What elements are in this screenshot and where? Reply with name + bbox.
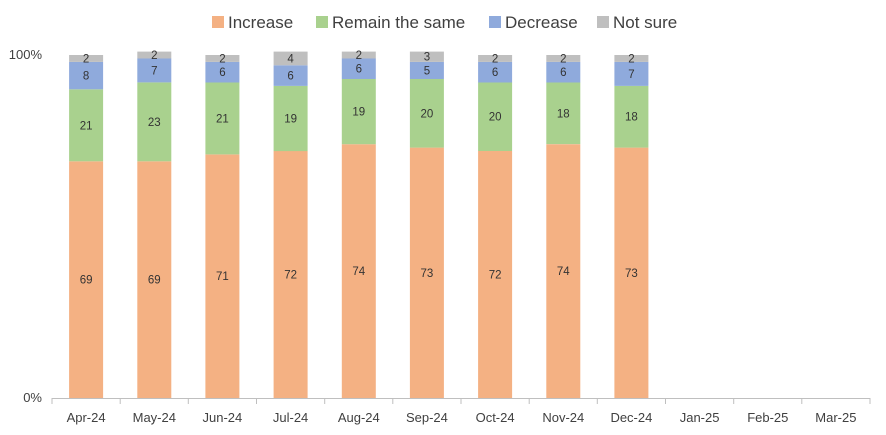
bar-segment-1-4 bbox=[341, 79, 376, 145]
bar-segment-0-1 bbox=[137, 161, 172, 398]
bar-segment-3-7 bbox=[546, 55, 581, 62]
x-tick-label-4: Aug-24 bbox=[338, 410, 380, 425]
data-label-3-6: 2 bbox=[492, 53, 498, 65]
bar-segment-2-7 bbox=[546, 61, 581, 83]
bar-segment-0-7 bbox=[546, 144, 581, 398]
bar-segment-1-8 bbox=[614, 85, 649, 148]
bars: 6921826923727121627219647419627320537220… bbox=[69, 50, 649, 398]
bar-segment-1-1 bbox=[137, 82, 172, 162]
data-label-3-2: 2 bbox=[219, 53, 225, 65]
bar-segment-2-1 bbox=[137, 58, 172, 83]
bar-segment-2-5 bbox=[409, 61, 444, 79]
bar-segment-0-5 bbox=[409, 147, 444, 398]
data-label-1-8: 18 bbox=[625, 112, 638, 124]
bar-segment-3-8 bbox=[614, 55, 649, 62]
bar-segment-3-6 bbox=[478, 55, 513, 62]
data-label-0-7: 74 bbox=[557, 266, 570, 278]
legend-swatch-3 bbox=[597, 16, 609, 28]
x-tick-label-2: Jun-24 bbox=[203, 410, 243, 425]
bar-segment-0-2 bbox=[205, 154, 240, 398]
x-tick-label-0: Apr-24 bbox=[67, 410, 106, 425]
data-label-3-4: 2 bbox=[356, 50, 362, 62]
data-label-1-3: 19 bbox=[284, 114, 297, 126]
y-tick-label-0: 0% bbox=[23, 390, 42, 405]
data-label-1-0: 21 bbox=[80, 120, 93, 132]
bar-segment-1-7 bbox=[546, 82, 581, 145]
bar-segment-0-0 bbox=[69, 161, 104, 398]
data-label-3-7: 2 bbox=[560, 53, 566, 65]
data-label-2-5: 5 bbox=[424, 65, 430, 77]
legend: Increase Remain the same Decrease Not sure bbox=[212, 13, 677, 32]
data-label-1-4: 19 bbox=[352, 107, 365, 119]
legend-label-1: Remain the same bbox=[332, 13, 465, 32]
data-label-3-3: 4 bbox=[287, 53, 294, 65]
data-label-0-5: 73 bbox=[421, 268, 434, 280]
bar-segment-2-3 bbox=[273, 65, 308, 86]
data-label-0-1: 69 bbox=[148, 275, 161, 287]
x-tick-label-3: Jul-24 bbox=[273, 410, 308, 425]
bar-segment-0-4 bbox=[341, 144, 376, 398]
data-label-0-6: 72 bbox=[489, 270, 502, 282]
data-label-2-6: 6 bbox=[492, 67, 498, 79]
bar-segment-0-8 bbox=[614, 147, 649, 398]
data-label-1-5: 20 bbox=[421, 108, 434, 120]
legend-label-0: Increase bbox=[228, 13, 293, 32]
data-label-0-3: 72 bbox=[284, 270, 297, 282]
bar-segment-1-3 bbox=[273, 85, 308, 152]
data-label-0-8: 73 bbox=[625, 268, 638, 280]
bar-segment-0-3 bbox=[273, 151, 308, 398]
bar-segment-1-0 bbox=[69, 89, 104, 162]
x-tick-label-9: Jan-25 bbox=[680, 410, 720, 425]
legend-swatch-1 bbox=[316, 16, 328, 28]
bar-segment-3-2 bbox=[205, 55, 240, 62]
bar-segment-2-4 bbox=[341, 58, 376, 79]
data-label-3-1: 2 bbox=[151, 50, 157, 62]
legend-label-2: Decrease bbox=[505, 13, 578, 32]
y-tick-label-1: 100% bbox=[9, 47, 43, 62]
data-label-1-6: 20 bbox=[489, 112, 502, 124]
bar-segment-2-6 bbox=[478, 61, 513, 83]
bar-segment-2-8 bbox=[614, 61, 649, 86]
data-label-1-2: 21 bbox=[216, 114, 229, 126]
data-label-2-3: 6 bbox=[287, 71, 293, 83]
data-label-0-4: 74 bbox=[352, 266, 365, 278]
x-tick-label-7: Nov-24 bbox=[542, 410, 584, 425]
bar-segment-0-6 bbox=[478, 151, 513, 398]
legend-label-3: Not sure bbox=[613, 13, 677, 32]
data-label-2-2: 6 bbox=[219, 67, 225, 79]
data-label-2-8: 7 bbox=[628, 69, 634, 81]
bar-segment-2-2 bbox=[205, 61, 240, 83]
data-label-0-2: 71 bbox=[216, 271, 229, 283]
x-tick-label-11: Mar-25 bbox=[815, 410, 856, 425]
x-tick-label-5: Sep-24 bbox=[406, 410, 448, 425]
data-label-2-0: 8 bbox=[83, 71, 89, 83]
data-label-0-0: 69 bbox=[80, 275, 93, 287]
x-axis: Apr-24 May-24 Jun-24 Jul-24 Aug-24 Sep-24 Oct-… bbox=[51, 398, 871, 425]
data-label-1-1: 23 bbox=[148, 117, 161, 129]
bar-segment-3-0 bbox=[69, 55, 104, 62]
data-label-2-1: 7 bbox=[151, 65, 157, 77]
data-label-2-7: 6 bbox=[560, 67, 566, 79]
bar-segment-2-0 bbox=[69, 61, 104, 90]
x-tick-label-8: Dec-24 bbox=[610, 410, 652, 425]
data-label-3-8: 2 bbox=[628, 53, 634, 65]
bar-segment-3-1 bbox=[137, 51, 172, 59]
x-tick-label-10: Feb-25 bbox=[747, 410, 788, 425]
x-tick-label-1: May-24 bbox=[133, 410, 176, 425]
bar-segment-3-3 bbox=[273, 51, 308, 66]
bar-segment-1-5 bbox=[409, 79, 444, 148]
data-label-3-0: 2 bbox=[83, 53, 89, 65]
bar-segment-3-4 bbox=[341, 51, 376, 59]
bar-segment-1-2 bbox=[205, 82, 240, 155]
data-label-1-7: 18 bbox=[557, 108, 570, 120]
y-axis: 0% 100% bbox=[9, 47, 43, 405]
data-label-2-4: 6 bbox=[356, 64, 362, 76]
legend-swatch-0 bbox=[212, 16, 224, 28]
x-tick-label-6: Oct-24 bbox=[476, 410, 515, 425]
bar-segment-1-6 bbox=[478, 82, 513, 151]
legend-swatch-2 bbox=[489, 16, 501, 28]
data-label-3-5: 3 bbox=[424, 52, 430, 64]
bar-segment-3-5 bbox=[409, 51, 444, 62]
